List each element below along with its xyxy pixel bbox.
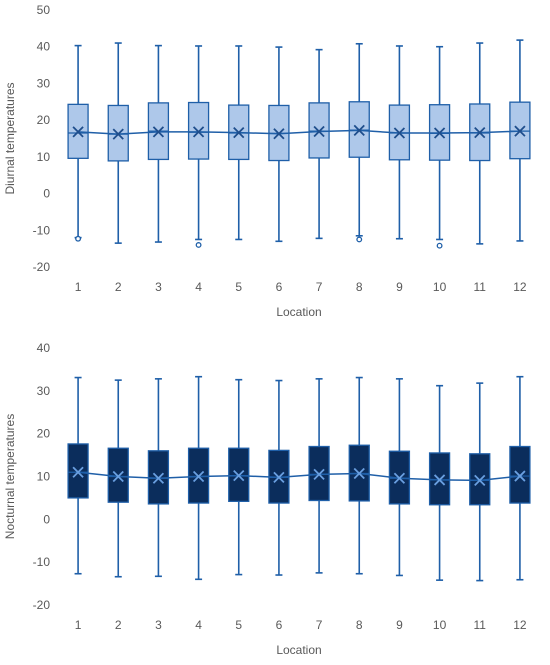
mean-marker bbox=[474, 126, 486, 139]
x-tick-label: 4 bbox=[195, 618, 202, 632]
mean-marker bbox=[72, 466, 84, 478]
y-tick-label: -20 bbox=[33, 260, 51, 274]
y-tick-label: 30 bbox=[37, 384, 51, 398]
y-tick-label: 30 bbox=[37, 76, 51, 90]
x-tick-label: 6 bbox=[276, 280, 283, 294]
x-tick-label: 7 bbox=[316, 280, 323, 294]
mean-marker bbox=[433, 127, 446, 139]
mean-marker bbox=[233, 126, 245, 139]
x-tick-label: 2 bbox=[115, 280, 122, 294]
mean-marker bbox=[192, 126, 205, 138]
y-tick-label: 20 bbox=[37, 427, 51, 441]
x-tick-label: 3 bbox=[155, 280, 162, 294]
y-tick-label: 50 bbox=[37, 3, 51, 17]
y-tick-label: 20 bbox=[37, 113, 51, 127]
mean-marker bbox=[514, 125, 526, 137]
mean-marker bbox=[273, 128, 285, 140]
mean-marker bbox=[112, 470, 124, 483]
mean-marker bbox=[313, 125, 325, 138]
y-tick-label: 40 bbox=[37, 341, 51, 355]
mean-marker bbox=[72, 126, 84, 138]
x-tick-label: 1 bbox=[75, 280, 82, 294]
mean-marker bbox=[112, 128, 124, 140]
box bbox=[509, 445, 531, 504]
outlier-point bbox=[195, 242, 202, 248]
y-tick-label: 0 bbox=[43, 512, 50, 526]
x-axis-title: Location bbox=[276, 643, 321, 657]
mean-marker bbox=[393, 472, 406, 484]
x-tick-label: 10 bbox=[433, 280, 447, 294]
x-tick-label: 12 bbox=[513, 618, 527, 632]
x-tick-label: 6 bbox=[276, 618, 283, 632]
x-tick-label: 9 bbox=[396, 280, 403, 294]
x-tick-label: 5 bbox=[235, 280, 242, 294]
x-tick-label: 4 bbox=[195, 280, 202, 294]
mean-marker bbox=[192, 470, 205, 483]
y-tick-label: -10 bbox=[33, 555, 51, 569]
y-tick-label: 40 bbox=[37, 40, 51, 54]
x-tick-label: 12 bbox=[513, 280, 527, 294]
x-tick-label: 8 bbox=[356, 618, 363, 632]
y-tick-label: -20 bbox=[33, 598, 51, 612]
mean-marker bbox=[393, 127, 406, 139]
x-tick-label: 8 bbox=[356, 280, 363, 294]
y-axis-title: Nocturnal temperatures bbox=[3, 414, 17, 539]
y-tick-label: -10 bbox=[33, 223, 51, 237]
mean-marker bbox=[152, 472, 165, 484]
x-tick-label: 1 bbox=[75, 618, 82, 632]
mean-marker bbox=[152, 126, 165, 138]
x-tick-label: 5 bbox=[235, 618, 242, 632]
x-tick-label: 11 bbox=[474, 618, 487, 632]
y-axis-title: Diurnal temperatures bbox=[3, 82, 17, 194]
mean-line bbox=[78, 471, 520, 482]
mean-marker bbox=[353, 124, 365, 137]
outlier-point bbox=[436, 242, 443, 249]
y-tick-label: 0 bbox=[43, 187, 50, 201]
mean-marker bbox=[514, 470, 526, 482]
mean-marker bbox=[233, 470, 245, 482]
y-tick-label: 10 bbox=[37, 150, 51, 164]
mean-marker bbox=[313, 468, 325, 480]
x-tick-label: 2 bbox=[115, 618, 122, 632]
x-tick-label: 10 bbox=[433, 618, 447, 632]
x-tick-label: 3 bbox=[155, 618, 162, 632]
mean-marker bbox=[273, 471, 285, 483]
mean-marker bbox=[353, 467, 365, 480]
x-tick-label: 7 bbox=[316, 618, 323, 632]
x-axis-title: Location bbox=[276, 305, 321, 319]
x-tick-label: 9 bbox=[396, 618, 403, 632]
box bbox=[67, 443, 89, 499]
mean-marker bbox=[474, 474, 486, 486]
y-tick-label: 10 bbox=[37, 470, 51, 484]
outlier-point bbox=[356, 236, 363, 243]
x-tick-label: 11 bbox=[474, 280, 487, 294]
mean-marker bbox=[433, 474, 446, 486]
mean-line bbox=[78, 129, 520, 135]
outlier-point bbox=[75, 235, 82, 242]
